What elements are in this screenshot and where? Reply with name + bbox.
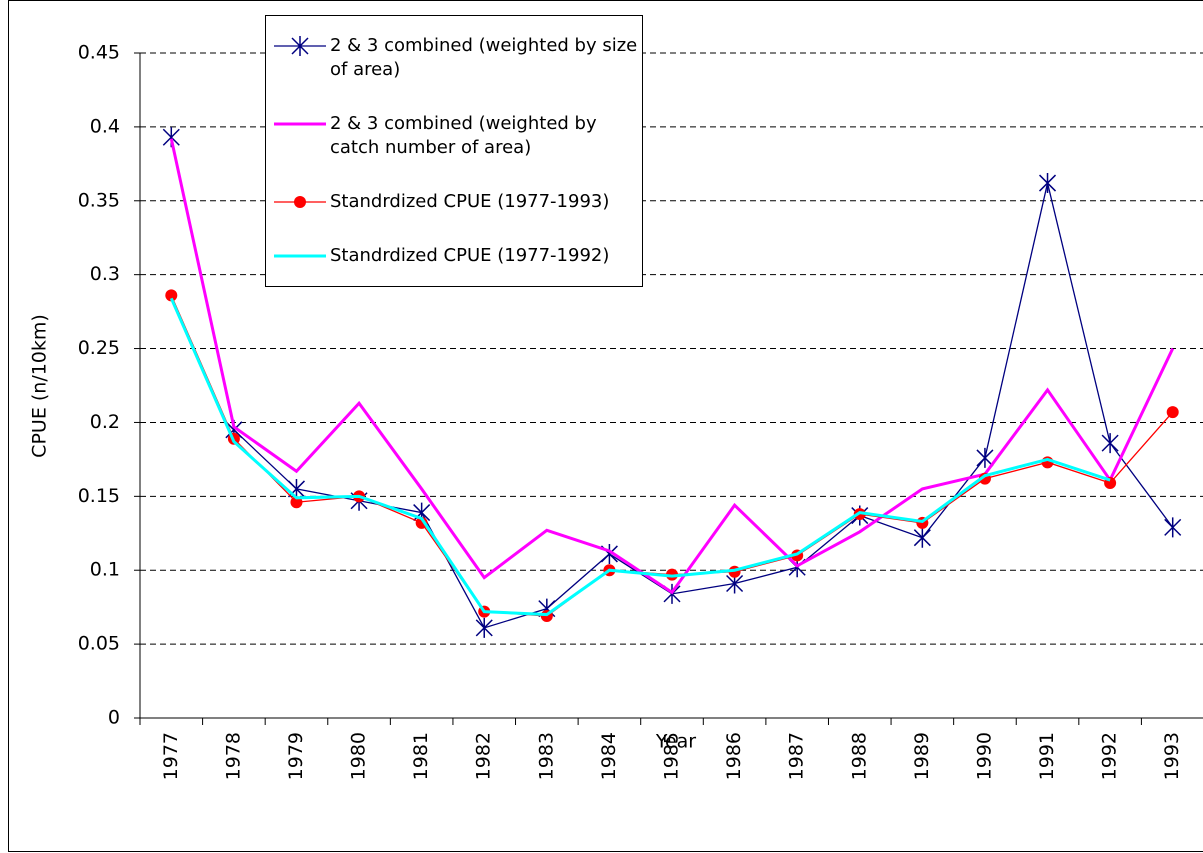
legend-label: Standrdized CPUE (1977-1993) [330,191,610,212]
x-tick-label: 1990 [973,732,995,780]
x-tick-label: 1980 [348,732,370,780]
y-tick-label: 0.1 [90,559,120,581]
star-marker [913,527,931,548]
star-marker [1164,517,1182,538]
series-line [169,297,1111,617]
legend-label: 2 & 3 combined (weighted by size of area… [330,35,638,80]
circle-marker [290,496,303,509]
legend-swatch [274,122,326,126]
legend-entry: 2 & 3 combined (weighted by size of area… [270,34,638,82]
y-tick-label: 0 [108,707,120,729]
x-tick-label: 1983 [535,732,557,780]
x-tick-label: 1987 [786,732,808,780]
circle-marker [1166,406,1179,419]
legend-swatch [274,36,326,56]
series-line [170,295,1174,617]
legend-entry: Standrdized CPUE (1977-1993) [270,190,638,214]
y-tick-label: 0.05 [78,633,120,655]
x-axis-title: Year [655,731,696,753]
x-tick-label: 1988 [848,732,870,780]
legend-marker [291,36,309,56]
x-tick-label: 1986 [723,732,745,780]
legend-label: 2 & 3 combined (weighted by catch number… [330,113,597,158]
legend: 2 & 3 combined (weighted by size of area… [265,15,643,287]
chart-frame [8,0,1203,852]
x-tick-label: 1981 [410,732,432,780]
star-marker [475,617,493,638]
series-line [169,138,1175,595]
legend-entry: 2 & 3 combined (weighted by catch number… [270,112,638,160]
x-tick-label: 1985 [661,732,683,780]
x-tick-label: 1982 [473,732,495,780]
x-tick-label: 1977 [160,732,182,780]
x-tick-label: 1992 [1099,732,1121,780]
x-tick-label: 1989 [911,732,933,780]
star-marker [1038,173,1057,194]
y-tick-label: 0.15 [78,485,120,507]
legend-swatch [274,254,326,258]
x-tick-label: 1984 [598,732,620,780]
x-tick-label: 1993 [1161,732,1183,780]
circle-marker [165,289,178,302]
y-tick-label: 0.45 [78,42,120,64]
y-tick-label: 0.35 [78,189,120,211]
x-tick-label: 1991 [1036,732,1058,780]
legend-entry: Standrdized CPUE (1977-1992) [270,244,638,268]
star-marker [1101,433,1119,454]
circle-marker [415,516,428,529]
y-axis-title: CPUE (n/10km) [29,314,51,458]
y-tick-label: 0.2 [90,411,120,433]
legend-marker [294,196,306,208]
y-tick-label: 0.3 [90,263,120,285]
star-marker [976,447,994,468]
x-tick-label: 1978 [222,732,244,780]
y-tick-label: 0.25 [78,337,120,359]
y-tick-label: 0.4 [90,115,120,137]
x-tick-label: 1979 [285,732,307,780]
legend-label: Standrdized CPUE (1977-1992) [330,245,610,266]
legend-swatch [274,196,326,208]
